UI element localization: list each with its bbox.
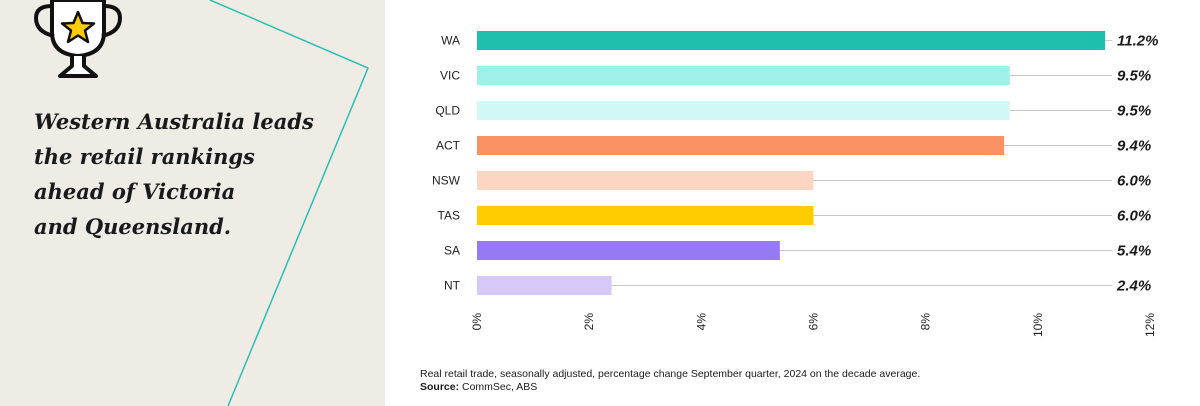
value-label: 5.4% <box>1117 243 1151 260</box>
bar-nsw <box>477 171 814 190</box>
value-label: 6.0% <box>1117 208 1151 225</box>
category-label: QLD <box>435 104 460 118</box>
x-tick-label: 8% <box>919 313 933 331</box>
headline: Western Australia leads the retail ranki… <box>34 104 364 244</box>
category-label: NSW <box>432 174 461 188</box>
x-tick-label: 6% <box>807 313 821 331</box>
x-tick-label: 12% <box>1143 313 1157 337</box>
value-label: 9.4% <box>1117 138 1151 155</box>
x-tick-label: 0% <box>470 313 484 331</box>
x-tick-label: 10% <box>1031 313 1045 337</box>
category-label: WA <box>441 34 460 48</box>
category-label: NT <box>444 279 461 293</box>
bar-tas <box>477 206 814 225</box>
value-label: 9.5% <box>1117 68 1151 85</box>
category-label: TAS <box>438 209 460 223</box>
value-label: 9.5% <box>1117 103 1151 120</box>
value-label: 2.4% <box>1116 278 1151 295</box>
headline-line: ahead of Victoria <box>34 179 236 204</box>
chart-note: Real retail trade, seasonally adjusted, … <box>420 368 921 380</box>
bar-act <box>477 136 1005 155</box>
bar-chart: WA 11.2% VIC 9.5% QLD 9.5% ACT 9.4% NSW 6.0% TAS 6.… <box>432 31 1158 337</box>
value-label: 6.0% <box>1117 173 1151 190</box>
bar-qld <box>477 101 1010 120</box>
bar-sa <box>477 241 780 260</box>
bar-vic <box>477 66 1010 85</box>
bar-nt <box>477 276 612 295</box>
source-value: CommSec, ABS <box>459 381 538 393</box>
category-label: ACT <box>436 139 461 153</box>
category-label: SA <box>444 244 460 258</box>
value-label: 11.2% <box>1117 33 1158 50</box>
decorative-accent-lines <box>209 0 369 406</box>
x-tick-label: 2% <box>582 313 596 331</box>
bar-wa <box>477 31 1106 50</box>
chart-source: Source: CommSec, ABS <box>420 381 920 394</box>
headline-line: Western Australia leads <box>34 109 314 134</box>
x-tick-label: 4% <box>694 313 708 331</box>
category-label: VIC <box>440 69 460 83</box>
trophy-star-icon <box>33 0 123 78</box>
source-label: Source: <box>420 381 460 393</box>
chart-footer: Real retail trade, seasonally adjusted, … <box>420 368 920 394</box>
headline-line: and Queensland. <box>34 214 232 239</box>
headline-line: the retail rankings <box>34 144 255 169</box>
left-panel: Western Australia leads the retail ranki… <box>0 0 385 406</box>
